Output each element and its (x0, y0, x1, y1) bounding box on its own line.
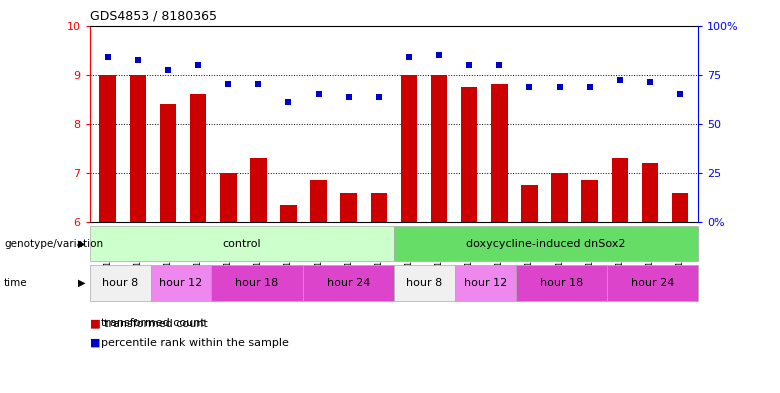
Text: hour 18: hour 18 (540, 278, 583, 288)
Text: ■: ■ (90, 318, 100, 328)
Point (583, 84, 596, 90)
Text: transformed count: transformed count (101, 318, 204, 328)
Bar (394, 226, 698, 261)
Bar (672, 193, 688, 222)
Point (402, 54, 415, 61)
Point (222, 81, 235, 88)
Point (132, 57, 144, 63)
Bar (461, 87, 477, 222)
Point (463, 62, 476, 68)
Text: hour 8: hour 8 (406, 278, 442, 288)
Point (433, 52, 445, 58)
Bar (303, 265, 394, 301)
Bar (491, 84, 508, 222)
Text: hour 12: hour 12 (159, 278, 203, 288)
Bar (642, 163, 658, 222)
Point (523, 84, 536, 90)
Point (101, 54, 114, 61)
Bar (431, 75, 448, 222)
Bar (151, 265, 211, 301)
Point (373, 94, 385, 100)
Bar (190, 94, 207, 222)
Bar (551, 173, 568, 222)
Bar (129, 75, 146, 222)
Bar (521, 185, 537, 222)
Point (644, 79, 656, 85)
Text: time: time (4, 278, 27, 288)
Point (192, 62, 204, 68)
Bar (401, 75, 417, 222)
Bar (220, 173, 236, 222)
Point (553, 84, 566, 90)
Bar (370, 193, 387, 222)
Bar (90, 265, 151, 301)
Text: ■ transformed count: ■ transformed count (90, 318, 207, 328)
Point (614, 76, 626, 83)
Bar (394, 265, 455, 301)
Point (493, 62, 505, 68)
Bar (612, 158, 628, 222)
Point (342, 94, 355, 100)
Text: genotype/variation: genotype/variation (4, 239, 103, 249)
Point (312, 91, 324, 97)
Text: hour 24: hour 24 (327, 278, 370, 288)
Text: GDS4853 / 8180365: GDS4853 / 8180365 (90, 10, 217, 23)
Bar (581, 180, 598, 222)
Text: ▶: ▶ (78, 278, 86, 288)
Bar (310, 180, 327, 222)
Bar (607, 265, 698, 301)
Text: hour 8: hour 8 (102, 278, 138, 288)
Bar (516, 265, 607, 301)
Bar (100, 75, 116, 222)
Point (282, 99, 295, 105)
Text: hour 18: hour 18 (236, 278, 278, 288)
Point (252, 81, 264, 88)
Bar (250, 158, 267, 222)
Bar (455, 265, 516, 301)
Bar (160, 104, 176, 222)
Point (674, 91, 686, 97)
Point (161, 66, 174, 73)
Bar (90, 226, 394, 261)
Bar (280, 205, 296, 222)
Text: ▶: ▶ (78, 239, 86, 249)
Text: ■: ■ (90, 338, 100, 348)
Text: hour 12: hour 12 (463, 278, 507, 288)
Text: percentile rank within the sample: percentile rank within the sample (101, 338, 289, 348)
Text: hour 24: hour 24 (631, 278, 674, 288)
Text: doxycycline-induced dnSox2: doxycycline-induced dnSox2 (466, 239, 626, 249)
Bar (211, 265, 303, 301)
Text: control: control (222, 239, 261, 249)
Bar (340, 193, 357, 222)
